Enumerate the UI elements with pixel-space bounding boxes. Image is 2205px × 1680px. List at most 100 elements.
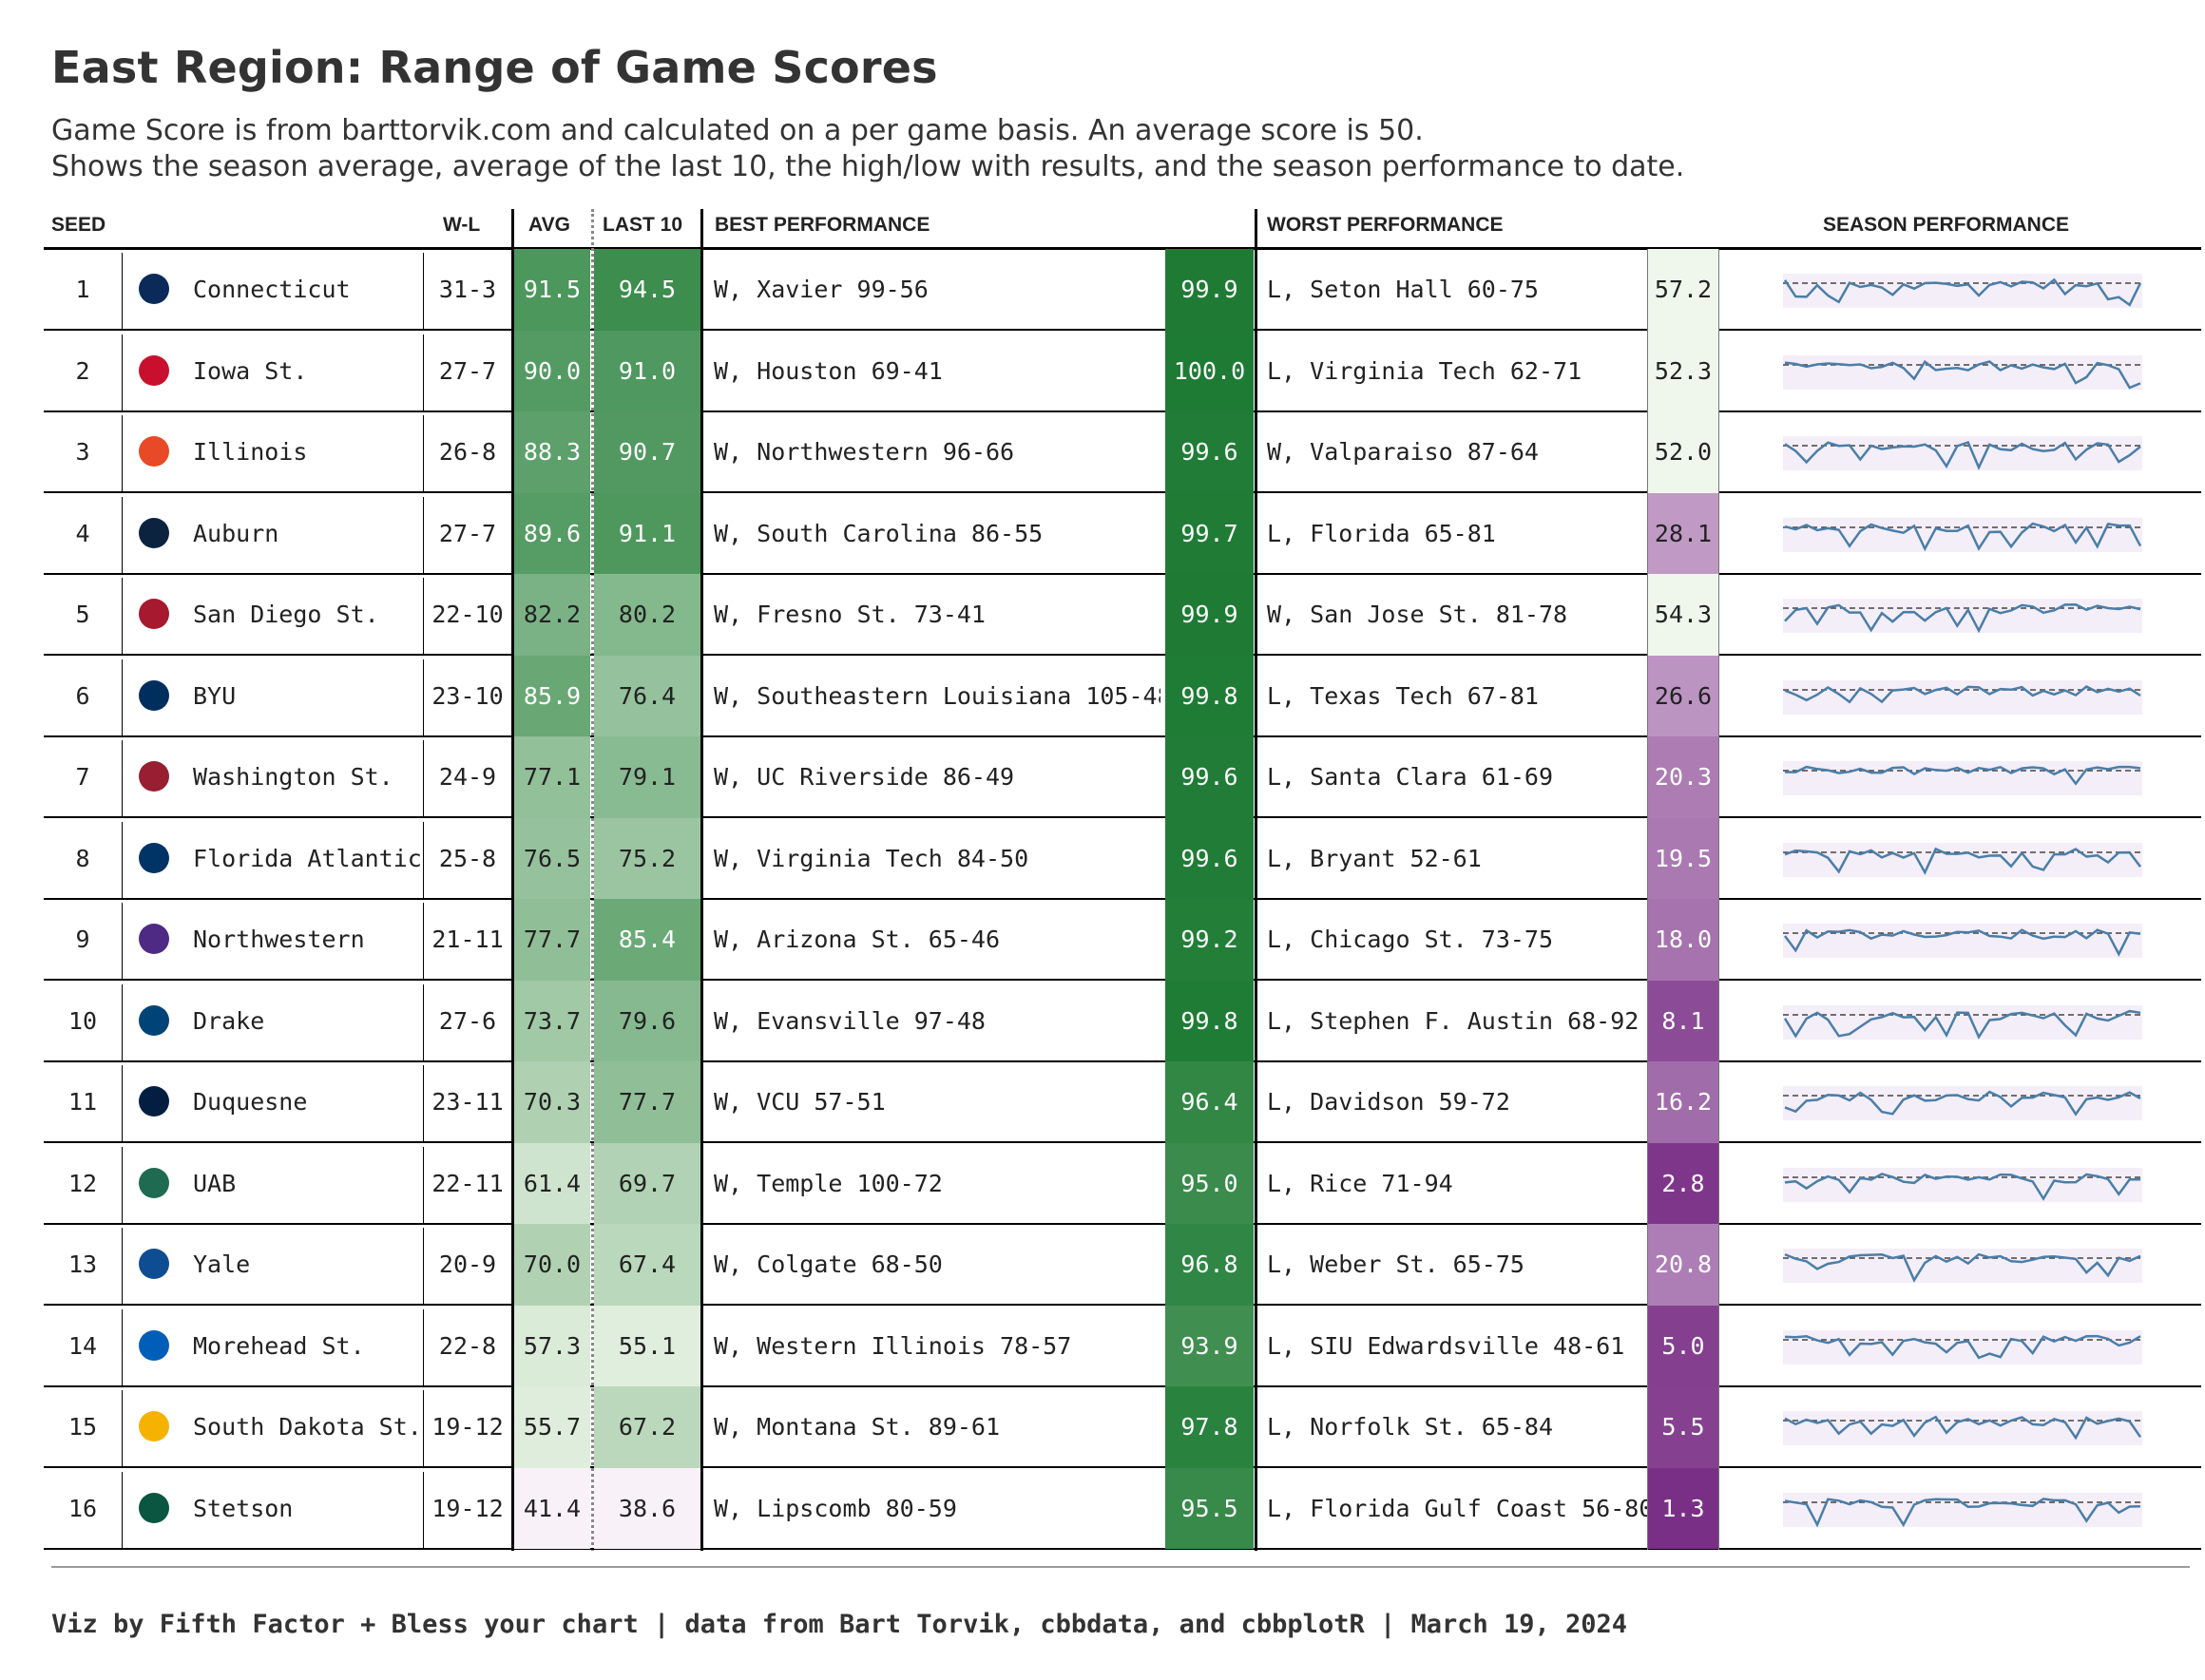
best-performance-text: W, Southeastern Louisiana 105-48 — [714, 681, 1160, 710]
worst-performance-text: L, Seton Hall 60-75 — [1267, 276, 1539, 303]
best-score-cell: 99.7 — [1165, 492, 1254, 574]
header-worst: WORST PERFORMANCE — [1267, 214, 1504, 236]
seed-cell: 16 — [67, 1494, 98, 1522]
cell-separator — [122, 1065, 123, 1141]
season-sparkline — [1783, 1492, 2142, 1528]
avg-score-cell: 70.3 — [514, 1061, 590, 1143]
jackrabbit-logo-icon — [131, 1386, 177, 1467]
avg-score-cell: 88.3 — [514, 411, 590, 493]
win-loss-cell: 19-12 — [431, 1413, 504, 1441]
cell-separator — [122, 659, 123, 735]
worst-performance-text: W, San Jose St. 81-78 — [1267, 601, 1568, 628]
row-rule — [44, 329, 2201, 331]
worst-score-cell: 5.0 — [1648, 1305, 1718, 1386]
last10-score-cell: 75.2 — [594, 817, 700, 899]
dragon-logo-icon — [131, 1143, 177, 1224]
avg-score-cell: 70.0 — [514, 1224, 590, 1306]
season-sparkline — [1783, 436, 2142, 470]
best-score-cell: 99.6 — [1165, 736, 1254, 818]
cell-separator — [1718, 1143, 1719, 1225]
last10-score-cell: 38.6 — [594, 1467, 700, 1549]
team-name: Auburn — [193, 519, 279, 547]
last10-score-cell: 67.2 — [594, 1386, 700, 1468]
worst-performance-text: L, Florida 65-81 — [1267, 519, 1496, 547]
avg-score-cell: 91.5 — [514, 249, 590, 331]
cell-separator — [1647, 1061, 1648, 1143]
worst-score-cell: 16.2 — [1648, 1061, 1718, 1143]
worst-performance-text: L, Rice 71-94 — [1267, 1169, 1453, 1197]
cell-separator — [1647, 1386, 1648, 1468]
team-name: Washington St. — [193, 763, 393, 791]
header-wl: W-L — [443, 214, 481, 236]
cell-separator — [1718, 1224, 1719, 1306]
best-score-cell: 99.8 — [1165, 655, 1254, 736]
last10-score-cell: 90.7 — [594, 411, 700, 493]
cell-separator — [1718, 818, 1719, 900]
last10-score-cell: 80.2 — [594, 574, 700, 656]
best-score-cell: 97.8 — [1165, 1386, 1254, 1468]
win-loss-cell: 22-10 — [431, 601, 504, 628]
cell-separator — [122, 1147, 123, 1223]
row-rule — [44, 410, 2201, 412]
avg-score-cell: 85.9 — [514, 655, 590, 736]
team-name: Duquesne — [193, 1088, 308, 1116]
win-loss-cell: 27-6 — [438, 1006, 497, 1035]
best-score-cell: 99.6 — [1165, 411, 1254, 493]
win-loss-cell: 22-11 — [431, 1169, 504, 1197]
huskies-logo-icon — [131, 249, 177, 330]
page-title: East Region: Range of Game Scores — [51, 42, 938, 93]
season-sparkline — [1783, 1167, 2142, 1202]
team-name: Morehead St. — [193, 1331, 365, 1360]
cell-separator — [1647, 1306, 1648, 1387]
avg-score-cell: 77.7 — [514, 899, 590, 981]
team-name: Illinois — [193, 438, 308, 466]
cell-separator — [1647, 1468, 1648, 1550]
last10-score-cell: 79.6 — [594, 980, 700, 1061]
last10-score-cell: 69.7 — [594, 1142, 700, 1224]
cell-separator — [1647, 331, 1648, 412]
cell-separator — [1647, 736, 1648, 818]
worst-performance-text: L, Santa Clara 61-69 — [1267, 763, 1554, 791]
byu-logo-icon — [131, 656, 177, 736]
best-score-cell: 99.6 — [1165, 817, 1254, 899]
worst-score-cell: 2.8 — [1648, 1142, 1718, 1224]
team-name: South Dakota St. — [193, 1413, 421, 1441]
last10-score-cell: 76.4 — [594, 655, 700, 736]
team-name: BYU — [193, 681, 237, 710]
cell-separator — [423, 253, 424, 329]
row-rule — [44, 491, 2201, 493]
cell-separator — [1647, 411, 1648, 493]
best-performance-text: W, UC Riverside 86-49 — [714, 763, 1015, 791]
cell-separator — [423, 497, 424, 573]
cell-separator — [423, 740, 424, 816]
seed-cell: 2 — [75, 356, 90, 385]
win-loss-cell: 20-9 — [438, 1250, 497, 1278]
cell-separator — [1718, 1306, 1719, 1387]
worst-performance-text: L, Norfolk St. 65-84 — [1267, 1413, 1554, 1441]
worst-score-cell: 26.6 — [1648, 655, 1718, 736]
best-performance-text: W, Houston 69-41 — [714, 356, 943, 385]
hatters-logo-icon — [131, 1468, 177, 1549]
best-performance-text: W, Fresno St. 73-41 — [714, 601, 986, 628]
row-rule — [44, 654, 2201, 656]
cell-separator — [1647, 1143, 1648, 1225]
worst-performance-text: L, Virginia Tech 62-71 — [1267, 356, 1582, 385]
best-performance-text: W, Western Illinois 78-57 — [714, 1331, 1072, 1360]
worst-score-cell: 28.1 — [1648, 492, 1718, 574]
cell-separator — [122, 334, 123, 410]
header-rule — [44, 247, 2201, 250]
season-sparkline — [1783, 1086, 2142, 1120]
best-score-cell: 99.9 — [1165, 249, 1254, 331]
last10-score-cell: 85.4 — [594, 899, 700, 981]
seed-cell: 9 — [75, 926, 90, 953]
cell-separator — [122, 984, 123, 1060]
dukes-logo-icon — [131, 1061, 177, 1142]
last10-dotted-rule — [591, 209, 594, 1551]
seed-cell: 10 — [67, 1006, 98, 1035]
seed-cell: 11 — [67, 1088, 98, 1116]
worst-performance-text: L, Bryant 52-61 — [1267, 844, 1482, 872]
cell-separator — [1718, 493, 1719, 575]
best-performance-text: W, Virginia Tech 84-50 — [714, 844, 1029, 872]
cell-separator — [1647, 493, 1648, 575]
seed-cell: 3 — [75, 438, 90, 466]
